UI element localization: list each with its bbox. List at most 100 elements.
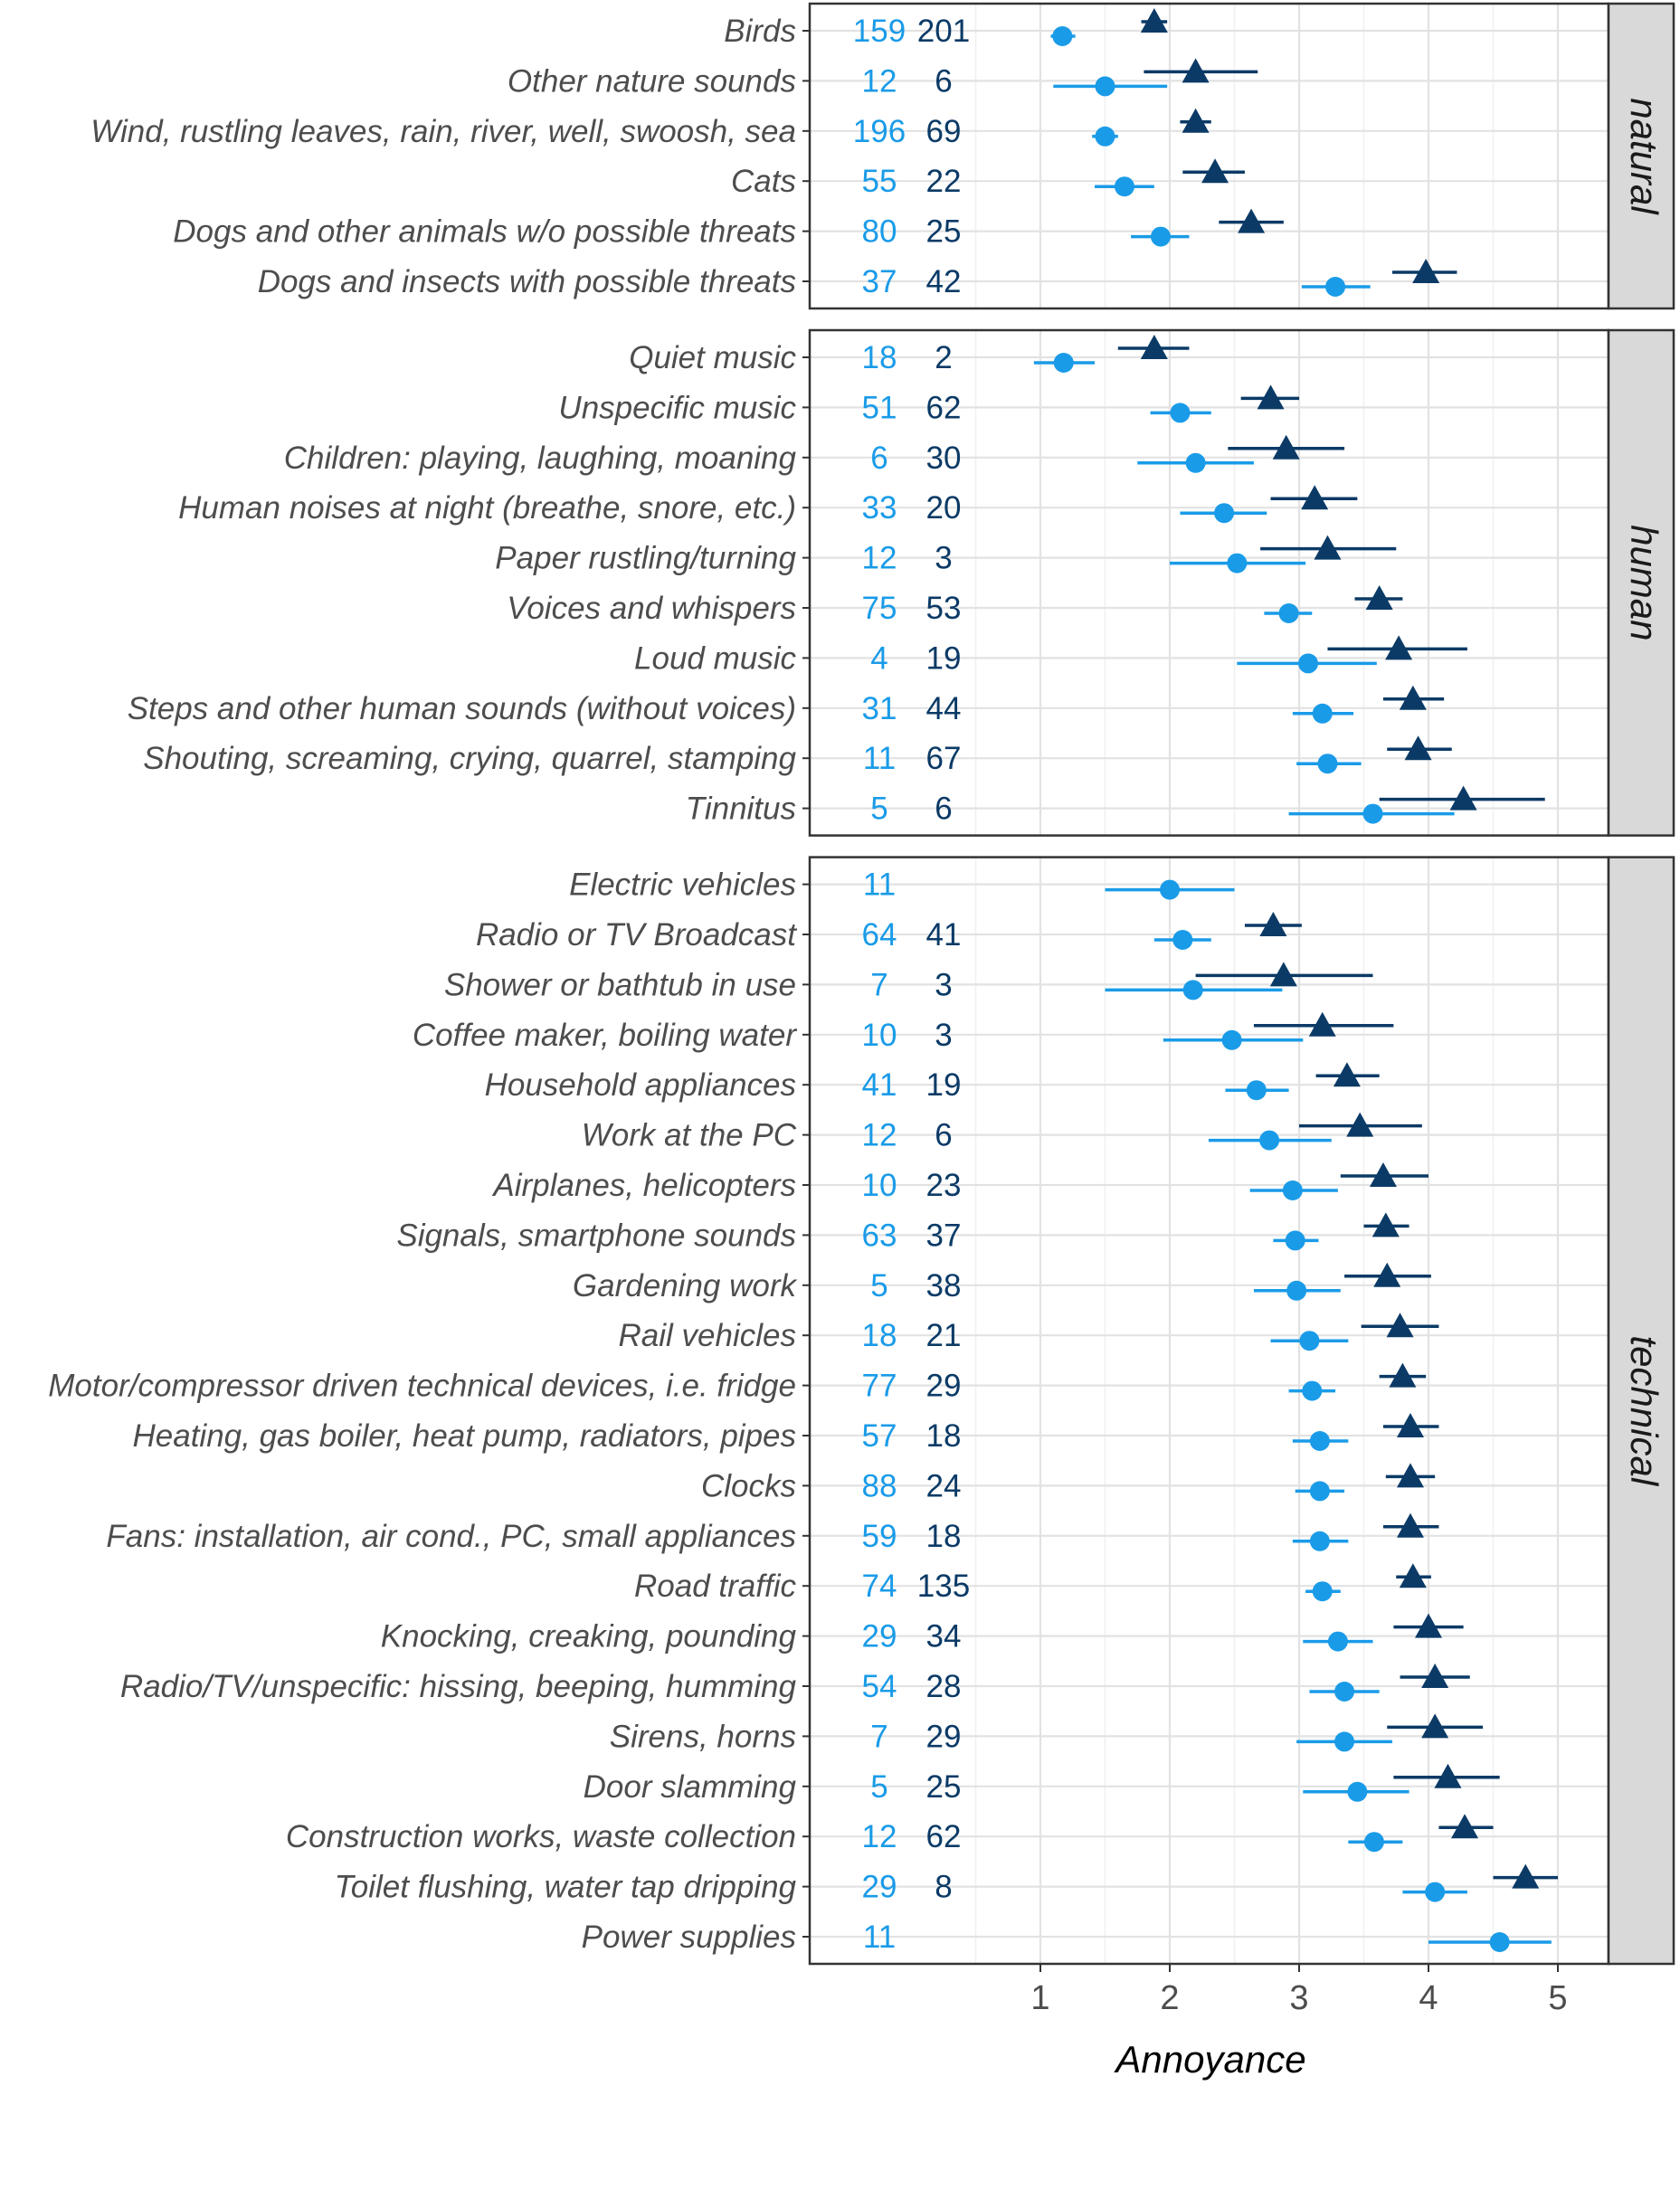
n-low-signals-smartphone-sounds: 63 (862, 1218, 897, 1253)
marker-high-door-slamming (1434, 1763, 1462, 1788)
n-low-shower-or-bathtub-in-use: 7 (870, 967, 887, 1002)
n-high-coffee-maker-boiling-water: 3 (935, 1018, 952, 1053)
n-low-other-nature-sounds: 12 (862, 63, 897, 99)
x-tick-label-2: 2 (1160, 1979, 1179, 2017)
n-low-household-appliances: 41 (862, 1067, 897, 1103)
marker-high-quiet-music (1140, 335, 1168, 359)
marker-high-gardening-work (1373, 1262, 1401, 1287)
row-label-human-noises-at-night-breathe-snore-etc: Human noises at night (breathe, snore, e… (178, 490, 796, 526)
n-high-rail-vehicles: 21 (926, 1318, 962, 1353)
row-label-dogs-and-other-animals-w-o-possible-threats: Dogs and other animals w/o possible thre… (173, 214, 796, 250)
marker-low-clocks (1309, 1481, 1330, 1502)
n-low-paper-rustling-turning: 12 (862, 541, 897, 576)
marker-high-toilet-flushing-water-tap-dripping (1512, 1863, 1540, 1889)
n-high-knocking-creaking-pounding: 34 (926, 1619, 962, 1654)
marker-low-fans-installation-air-cond-pc-small-appliances (1309, 1531, 1330, 1551)
row-label-sirens-horns: Sirens, horns (610, 1719, 796, 1754)
n-low-unspecific-music: 51 (862, 390, 897, 425)
marker-high-wind-rustling-leaves-rain-river-well-swoosh-sea (1182, 108, 1210, 133)
marker-low-electric-vehicles (1160, 879, 1180, 900)
marker-low-power-supplies (1489, 1932, 1510, 1952)
strip-label-technical: technical (1623, 1335, 1666, 1486)
n-low-clocks: 88 (862, 1468, 897, 1503)
n-high-fans-installation-air-cond-pc-small-appliances: 18 (926, 1519, 962, 1554)
n-high-dogs-and-other-animals-w-o-possible-threats: 25 (926, 214, 962, 250)
n-high-children-playing-laughing-moaning: 30 (926, 441, 962, 476)
row-label-road-traffic: Road traffic (634, 1569, 796, 1604)
n-high-construction-works-waste-collection: 62 (926, 1819, 962, 1854)
marker-low-radio-tv-unspecific-hissing-beeping-humming (1334, 1682, 1355, 1702)
row-label-cats: Cats (731, 164, 796, 199)
row-label-construction-works-waste-collection: Construction works, waste collection (286, 1819, 796, 1854)
n-low-rail-vehicles: 18 (862, 1318, 897, 1353)
marker-low-household-appliances (1246, 1080, 1267, 1101)
legend-title: Loudness (846, 2182, 1011, 2185)
n-high-heating-gas-boiler-heat-pump-radiators-pipes: 18 (926, 1418, 962, 1454)
marker-low-dogs-and-other-animals-w-o-possible-threats (1150, 226, 1171, 247)
marker-low-knocking-creaking-pounding (1327, 1631, 1348, 1652)
marker-high-signals-smartphone-sounds (1372, 1212, 1400, 1237)
marker-low-gardening-work (1286, 1280, 1307, 1301)
n-low-electric-vehicles: 11 (863, 867, 896, 903)
n-high-radio-tv-unspecific-hissing-beeping-humming: 28 (926, 1669, 962, 1704)
n-low-door-slamming: 5 (870, 1769, 887, 1805)
marker-high-road-traffic (1399, 1563, 1427, 1588)
n-low-airplanes-helicopters: 10 (862, 1168, 897, 1203)
n-low-radio-or-tv-broadcast: 64 (862, 917, 897, 953)
marker-high-fans-installation-air-cond-pc-small-appliances (1396, 1512, 1424, 1538)
marker-low-rail-vehicles (1299, 1331, 1320, 1351)
row-label-fans-installation-air-cond-pc-small-appliances: Fans: installation, air cond., PC, small… (106, 1519, 796, 1554)
n-low-gardening-work: 5 (870, 1268, 887, 1304)
n-low-construction-works-waste-collection: 12 (862, 1819, 897, 1854)
n-low-wind-rustling-leaves-rain-river-well-swoosh-sea: 196 (853, 114, 906, 149)
marker-low-quiet-music (1053, 353, 1074, 373)
marker-low-unspecific-music (1170, 403, 1191, 423)
n-high-quiet-music: 2 (935, 340, 952, 375)
n-low-fans-installation-air-cond-pc-small-appliances: 59 (862, 1519, 897, 1554)
marker-low-heating-gas-boiler-heat-pump-radiators-pipes (1309, 1431, 1330, 1451)
marker-high-rail-vehicles (1386, 1313, 1414, 1338)
marker-low-radio-or-tv-broadcast (1172, 930, 1193, 950)
n-low-birds: 159 (853, 14, 906, 49)
marker-low-motor-compressor-driven-technical-devices-i-e-fridge (1302, 1380, 1323, 1401)
row-label-heating-gas-boiler-heat-pump-radiators-pipes: Heating, gas boiler, heat pump, radiator… (133, 1418, 797, 1454)
strip-technical (1607, 856, 1675, 1966)
marker-high-heating-gas-boiler-heat-pump-radiators-pipes (1396, 1413, 1424, 1437)
marker-high-radio-or-tv-broadcast (1259, 912, 1287, 936)
n-high-motor-compressor-driven-technical-devices-i-e-fridge: 29 (926, 1369, 962, 1404)
n-high-steps-and-other-human-sounds-without-voices: 44 (926, 691, 962, 726)
row-label-knocking-creaking-pounding: Knocking, creaking, pounding (381, 1619, 797, 1654)
row-label-voices-and-whispers: Voices and whispers (507, 591, 796, 626)
row-label-birds: Birds (724, 14, 796, 49)
n-high-loud-music: 19 (926, 640, 962, 676)
n-high-human-noises-at-night-breathe-snore-etc: 20 (926, 490, 962, 526)
row-label-rail-vehicles: Rail vehicles (619, 1318, 796, 1353)
marker-high-unspecific-music (1257, 384, 1285, 410)
marker-high-shower-or-bathtub-in-use (1269, 962, 1297, 987)
marker-high-loud-music (1385, 635, 1413, 660)
marker-high-coffee-maker-boiling-water (1308, 1011, 1336, 1037)
n-high-door-slamming: 25 (926, 1769, 962, 1805)
n-high-dogs-and-insects-with-possible-threats: 42 (926, 264, 962, 299)
marker-high-shouting-screaming-crying-quarrel-stamping (1404, 735, 1432, 761)
row-label-radio-or-tv-broadcast: Radio or TV Broadcast (476, 917, 797, 953)
row-label-work-at-the-pc: Work at the PC (582, 1118, 797, 1153)
row-label-other-nature-sounds: Other nature sounds (508, 63, 796, 99)
n-high-voices-and-whispers: 53 (926, 591, 962, 626)
marker-low-other-nature-sounds (1095, 76, 1115, 97)
row-label-electric-vehicles: Electric vehicles (569, 867, 796, 903)
n-low-tinnitus: 5 (870, 792, 887, 827)
marker-low-shouting-screaming-crying-quarrel-stamping (1317, 754, 1338, 774)
n-high-paper-rustling-turning: 3 (935, 541, 952, 576)
marker-low-paper-rustling-turning (1227, 553, 1248, 574)
marker-high-construction-works-waste-collection (1451, 1814, 1479, 1839)
x-tick-label-1: 1 (1030, 1979, 1049, 2017)
n-low-toilet-flushing-water-tap-dripping: 29 (862, 1870, 897, 1905)
marker-low-wind-rustling-leaves-rain-river-well-swoosh-sea (1095, 126, 1115, 147)
marker-high-motor-compressor-driven-technical-devices-i-e-fridge (1389, 1362, 1417, 1388)
n-high-clocks: 24 (926, 1468, 962, 1503)
marker-low-road-traffic (1312, 1581, 1333, 1602)
marker-high-clocks (1396, 1463, 1424, 1488)
row-label-door-slamming: Door slamming (584, 1769, 797, 1805)
n-high-shower-or-bathtub-in-use: 3 (935, 967, 952, 1002)
